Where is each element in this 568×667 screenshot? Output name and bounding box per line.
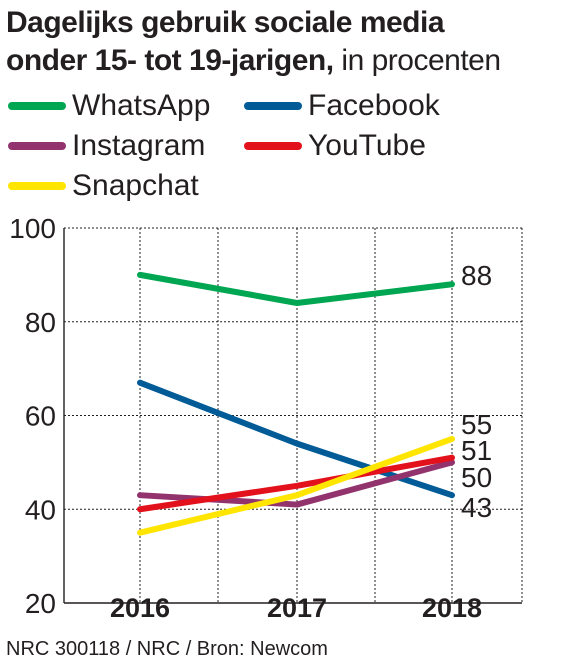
- y-tick-labels: 20 40 60 80 100: [9, 213, 56, 619]
- series-lines: [137, 271, 455, 536]
- x-tick-2017: 2017: [267, 593, 327, 623]
- legend-item-facebook: Facebook: [244, 86, 440, 126]
- chart-title: Dagelijks gebruik sociale media onder 15…: [6, 4, 562, 80]
- series-line-facebook: [137, 379, 455, 499]
- x-tick-labels: 2016 2017 2018: [110, 593, 482, 623]
- legend-swatch-whatsapp: [8, 102, 66, 110]
- y-tick-40: 40: [25, 494, 56, 525]
- legend-label-whatsapp: WhatsApp: [72, 89, 211, 122]
- legend-swatch-snapchat: [8, 182, 66, 190]
- y-tick-80: 80: [25, 307, 56, 338]
- legend: WhatsApp Facebook Instagram YouTube Snap…: [8, 86, 548, 206]
- end-label-facebook: 43: [461, 492, 492, 523]
- legend-item-snapchat: Snapchat: [8, 166, 199, 206]
- legend-swatch-youtube: [244, 142, 302, 150]
- y-tick-20: 20: [25, 588, 56, 619]
- source-note: NRC 300118 / NRC / Bron: Newcom: [6, 638, 328, 660]
- end-label-instagram: 50: [461, 462, 492, 493]
- legend-swatch-facebook: [244, 102, 302, 110]
- grid: [63, 227, 523, 604]
- legend-item-whatsapp: WhatsApp: [8, 86, 210, 126]
- legend-label-snapchat: Snapchat: [72, 169, 199, 202]
- legend-label-instagram: Instagram: [72, 129, 206, 162]
- x-tick-2016: 2016: [110, 593, 170, 623]
- legend-item-youtube: YouTube: [244, 126, 426, 166]
- series-line-snapchat: [137, 435, 455, 536]
- y-tick-100: 100: [9, 213, 56, 244]
- x-tick-2018: 2018: [422, 593, 482, 623]
- series-line-youtube: [137, 454, 455, 513]
- legend-swatch-instagram: [8, 142, 66, 150]
- series-line-instagram: [137, 459, 455, 508]
- end-label-whatsapp: 88: [461, 260, 492, 291]
- title-bold-line2: onder 15- tot 19-jarigen,: [6, 44, 334, 77]
- legend-item-instagram: Instagram: [8, 126, 205, 166]
- series-line-whatsapp: [137, 271, 455, 306]
- title-bold: Dagelijks gebruik sociale media: [6, 6, 445, 39]
- legend-label-youtube: YouTube: [308, 129, 426, 162]
- y-tick-60: 60: [25, 401, 56, 432]
- title-unit: in procenten: [341, 44, 501, 77]
- end-label-snapchat: 55: [461, 409, 492, 440]
- legend-label-facebook: Facebook: [308, 89, 440, 122]
- end-label-youtube: 51: [461, 435, 492, 466]
